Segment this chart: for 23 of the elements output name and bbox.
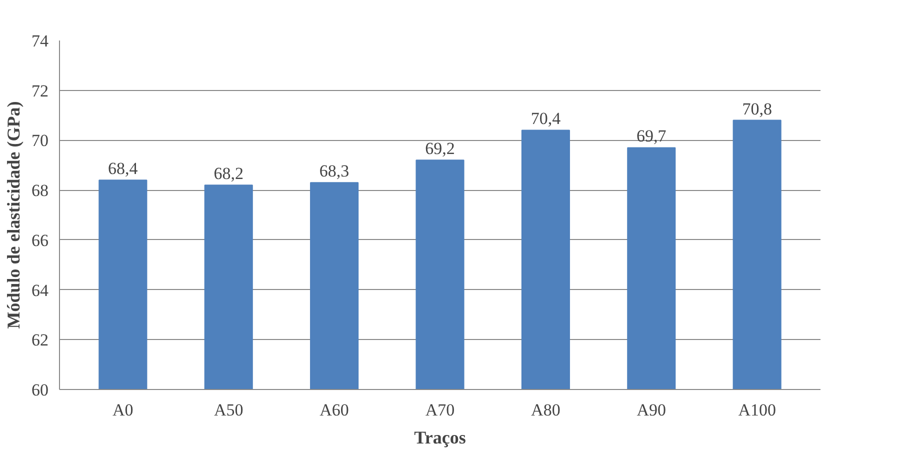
- x-tick-label: A100: [738, 400, 776, 420]
- y-tick-label: 66: [32, 230, 48, 250]
- x-axis-title: Traços: [414, 428, 466, 448]
- data-label: 70,4: [530, 109, 562, 128]
- x-tick-label: A70: [425, 400, 455, 420]
- y-tick-label: 72: [32, 81, 48, 100]
- y-tick-label: 64: [32, 280, 49, 300]
- x-tick-label: A80: [531, 400, 560, 420]
- y-tick-label: 68: [32, 181, 48, 200]
- x-tick-label: A60: [320, 400, 349, 420]
- data-label: 68,2: [214, 164, 244, 184]
- y-tick-label: 62: [32, 330, 48, 350]
- x-tick-label: A50: [214, 400, 244, 420]
- data-label: 68,4: [108, 159, 138, 178]
- x-tick-label: A0: [112, 400, 134, 420]
- y-axis-title: Módulo de elasticidade (GPa): [4, 101, 24, 329]
- data-label: 70,8: [742, 99, 772, 118]
- y-tick-label: 60: [32, 380, 48, 400]
- data-label: 68,3: [319, 162, 350, 181]
- y-tick-label: 70: [32, 131, 48, 150]
- y-tick-label: 74: [32, 32, 49, 50]
- x-tick-label: A90: [636, 400, 666, 420]
- data-label: 69,2: [425, 139, 455, 158]
